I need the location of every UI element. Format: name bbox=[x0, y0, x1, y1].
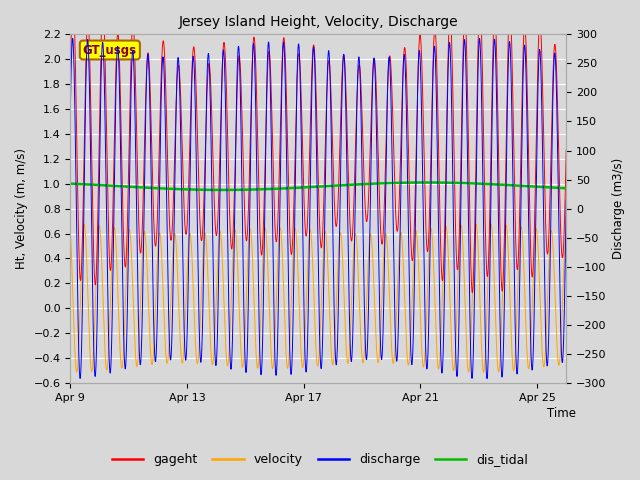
Y-axis label: Discharge (m3/s): Discharge (m3/s) bbox=[612, 158, 625, 259]
X-axis label: Time: Time bbox=[547, 408, 576, 420]
Title: Jersey Island Height, Velocity, Discharge: Jersey Island Height, Velocity, Discharg… bbox=[179, 15, 458, 29]
Text: GT_usgs: GT_usgs bbox=[83, 44, 137, 57]
Legend: gageht, velocity, discharge, dis_tidal: gageht, velocity, discharge, dis_tidal bbox=[107, 448, 533, 471]
Y-axis label: Ht, Velocity (m, m/s): Ht, Velocity (m, m/s) bbox=[15, 148, 28, 269]
